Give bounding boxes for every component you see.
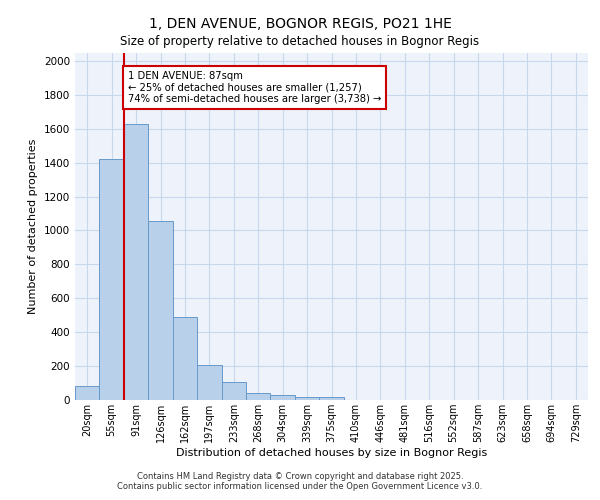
Text: 1 DEN AVENUE: 87sqm
← 25% of detached houses are smaller (1,257)
74% of semi-det: 1 DEN AVENUE: 87sqm ← 25% of detached ho…: [128, 71, 381, 104]
Text: 1, DEN AVENUE, BOGNOR REGIS, PO21 1HE: 1, DEN AVENUE, BOGNOR REGIS, PO21 1HE: [149, 18, 451, 32]
Bar: [75, 386, 100, 400]
Text: Size of property relative to detached houses in Bognor Regis: Size of property relative to detached ho…: [121, 35, 479, 48]
X-axis label: Distribution of detached houses by size in Bognor Regis: Distribution of detached houses by size …: [176, 448, 487, 458]
Bar: [148, 221, 173, 400]
Bar: [246, 393, 271, 400]
Bar: [100, 160, 124, 400]
Text: Contains HM Land Registry data © Crown copyright and database right 2025.
Contai: Contains HM Land Registry data © Crown c…: [118, 472, 482, 491]
Bar: [197, 365, 221, 400]
Bar: [271, 395, 295, 400]
Bar: [295, 396, 319, 400]
Bar: [173, 317, 197, 400]
Bar: [124, 124, 148, 400]
Y-axis label: Number of detached properties: Number of detached properties: [28, 138, 38, 314]
Bar: [221, 382, 246, 400]
Bar: [319, 396, 344, 400]
